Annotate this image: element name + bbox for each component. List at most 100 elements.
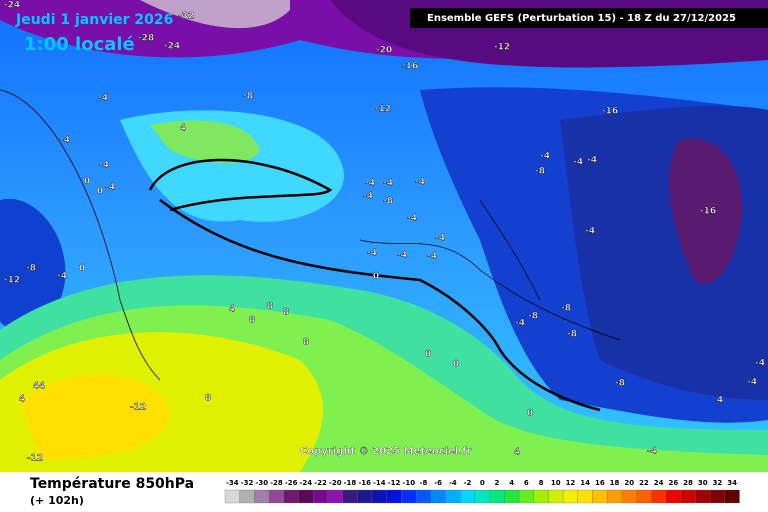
scale-swatch xyxy=(504,489,520,504)
contour-label: -16 xyxy=(402,62,418,72)
model-label: Ensemble GEFS (Perturbation 15) - 18 Z d… xyxy=(427,13,736,24)
scale-swatch xyxy=(371,489,387,504)
contour-label: -4 xyxy=(573,158,583,168)
contour-label: -8 xyxy=(383,197,393,207)
contour-label: -12 xyxy=(494,43,510,53)
contour-label: -8 xyxy=(561,304,571,314)
scale-swatch xyxy=(415,489,431,504)
scale-label: -20 xyxy=(329,479,342,487)
scale-swatch xyxy=(533,489,549,504)
contour-label: 4 xyxy=(514,448,520,458)
contour-label: -4 xyxy=(587,156,597,166)
scale-label: -12 xyxy=(388,479,401,487)
scale-swatch xyxy=(313,489,329,504)
contour-label: 4 xyxy=(19,395,25,405)
contour-label: -16 xyxy=(602,107,618,117)
scale-swatch xyxy=(621,489,637,504)
scale-swatch xyxy=(357,489,373,504)
scale-label: 28 xyxy=(683,479,693,487)
contour-label: 0 xyxy=(453,360,459,370)
contour-label: 8 xyxy=(283,308,289,318)
scale-swatch xyxy=(709,489,725,504)
scale-swatch xyxy=(224,489,240,504)
scale-label: 30 xyxy=(698,479,708,487)
scale-label: -30 xyxy=(255,479,268,487)
scale-label: 32 xyxy=(713,479,723,487)
contour-label: -8 xyxy=(26,264,36,274)
contour-label: 4 xyxy=(33,382,39,392)
scale-swatch xyxy=(283,489,299,504)
scale-label: 4 xyxy=(509,479,514,487)
contour-label: -4 xyxy=(397,251,407,261)
contour-label: -4 xyxy=(415,178,425,188)
scale-swatch xyxy=(254,489,270,504)
scale-label: -6 xyxy=(434,479,442,487)
map-field xyxy=(0,0,768,472)
scale-label: -10 xyxy=(402,479,415,487)
scale-label: -22 xyxy=(314,479,327,487)
scale-label: 16 xyxy=(595,479,605,487)
color-scale: -34 -32 -30 -28 -26 -24 -22 -20 -18 -16 -14 -12 -10-… xyxy=(224,479,740,504)
contour-label: -4 xyxy=(540,152,550,162)
scale-label: -34 xyxy=(226,479,239,487)
contour-label: 4 xyxy=(180,124,186,134)
scale-swatch xyxy=(724,489,740,504)
contour-label: 8 xyxy=(303,338,309,348)
scale-label: -8 xyxy=(420,479,428,487)
variable-label: Température 850hPa xyxy=(30,476,194,492)
scale-label: -18 xyxy=(344,479,357,487)
contour-label: -16 xyxy=(700,207,716,217)
copyright: Copyright © 2025 Meteociel.fr xyxy=(300,446,471,457)
contour-label: 0 xyxy=(79,264,85,274)
contour-label: -4 xyxy=(365,179,375,189)
contour-label: -4 xyxy=(647,447,657,457)
contour-label: -24 xyxy=(164,42,180,52)
contour-label: 0 xyxy=(373,272,379,282)
contour-label: -8 xyxy=(243,92,253,102)
scale-swatch xyxy=(386,489,402,504)
contour-label: 4 xyxy=(229,305,235,315)
lead-time: (+ 102h) xyxy=(30,494,84,507)
date-label: Jeudi 1 janvier 2026 xyxy=(15,12,173,28)
scale-swatch xyxy=(636,489,652,504)
contour-label: -12 xyxy=(375,105,391,115)
contour-label: -8 xyxy=(535,167,545,177)
scale-swatch xyxy=(607,489,623,504)
scale-label: 6 xyxy=(524,479,529,487)
contour-label: -4 xyxy=(515,319,525,329)
scale-swatch xyxy=(298,489,314,504)
contour-label: -4 xyxy=(99,161,109,171)
scale-label: 2 xyxy=(495,479,500,487)
contour-label: -4 xyxy=(105,183,115,193)
scale-label: -32 xyxy=(241,479,254,487)
scale-swatch xyxy=(268,489,284,504)
contour-label: -4 xyxy=(367,249,377,259)
contour-label: -32 xyxy=(178,12,194,22)
scale-label: 26 xyxy=(668,479,678,487)
contour-label: 0 xyxy=(527,409,533,419)
scale-swatch xyxy=(342,489,358,504)
scale-label: 24 xyxy=(654,479,664,487)
scale-swatch xyxy=(695,489,711,504)
scale-swatch xyxy=(460,489,476,504)
scale-label: -28 xyxy=(270,479,283,487)
scale-swatch xyxy=(680,489,696,504)
contour-label: -12 xyxy=(27,454,43,464)
contour-label: -4 xyxy=(585,227,595,237)
scale-label: -14 xyxy=(373,479,386,487)
scale-swatch xyxy=(401,489,417,504)
time-label: 1:00 localé xyxy=(24,34,135,55)
contour-label: -4 xyxy=(383,179,393,189)
contour-label: -4 xyxy=(435,234,445,244)
contour-label: 0 xyxy=(84,177,90,187)
contour-label: -4 xyxy=(60,136,70,146)
contour-label: -28 xyxy=(138,34,154,44)
contour-label: -4 xyxy=(747,378,757,388)
scale-swatch xyxy=(474,489,490,504)
contour-label: 0 xyxy=(425,350,431,360)
contour-label: -20 xyxy=(376,46,392,56)
scale-swatch xyxy=(562,489,578,504)
contour-label: 8 xyxy=(267,302,273,312)
scale-swatch xyxy=(592,489,608,504)
